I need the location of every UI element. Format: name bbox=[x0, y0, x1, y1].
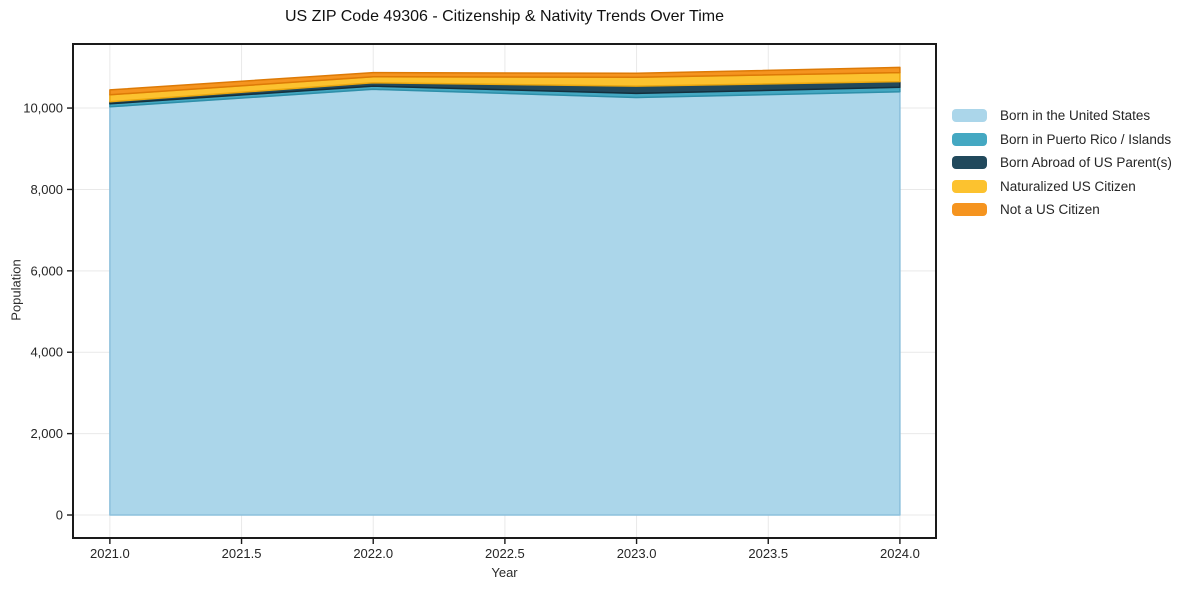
legend-item-3: Naturalized US Citizen bbox=[952, 175, 1172, 199]
legend-label: Born in Puerto Rico / Islands bbox=[1000, 131, 1172, 147]
area-series-0 bbox=[109, 88, 901, 516]
legend-swatch-icon bbox=[952, 156, 987, 170]
chart-title: US ZIP Code 49306 - Citizenship & Nativi… bbox=[285, 8, 724, 25]
y-axis-label: Population bbox=[8, 259, 24, 321]
y-tick-label: 0 bbox=[56, 508, 63, 523]
x-tick-label: 2022.0 bbox=[353, 546, 393, 561]
axis-ticks: 2021.0 2021.5 2022.0 2022.5 2023.0 2023.5 2024… bbox=[23, 101, 920, 561]
legend-swatch-icon bbox=[952, 179, 987, 193]
area-series-4 bbox=[109, 66, 901, 96]
y-tick-label: 4,000 bbox=[30, 345, 63, 360]
x-axis-label: Year bbox=[491, 565, 518, 580]
x-tick-label: 2024.0 bbox=[880, 546, 920, 561]
y-tick-label: 2,000 bbox=[30, 426, 63, 441]
legend-item-0: Born in the United States bbox=[952, 104, 1172, 128]
legend-item-1: Born in Puerto Rico / Islands bbox=[952, 128, 1172, 152]
y-tick-label: 10,000 bbox=[23, 101, 63, 116]
area-series-group bbox=[109, 66, 901, 516]
legend-label: Naturalized US Citizen bbox=[1000, 178, 1136, 194]
x-tick-label: 2021.5 bbox=[222, 546, 262, 561]
x-tick-label: 2023.0 bbox=[617, 546, 657, 561]
legend-swatch-icon bbox=[952, 109, 987, 123]
legend-label: Born in the United States bbox=[1000, 108, 1151, 124]
legend-swatch-icon bbox=[952, 132, 987, 146]
legend-item-2: Born Abroad of US Parent(s) bbox=[952, 151, 1172, 175]
x-tick-label: 2023.5 bbox=[748, 546, 788, 561]
x-tick-label: 2022.5 bbox=[485, 546, 525, 561]
y-tick-label: 8,000 bbox=[30, 182, 63, 197]
legend-label: Not a US Citizen bbox=[1000, 202, 1100, 218]
y-tick-label: 6,000 bbox=[30, 263, 63, 278]
legend-swatch-icon bbox=[952, 203, 987, 217]
x-tick-label: 2021.0 bbox=[90, 546, 130, 561]
legend-item-4: Not a US Citizen bbox=[952, 198, 1172, 222]
legend-label: Born Abroad of US Parent(s) bbox=[1000, 155, 1172, 171]
legend: Born in the United States Born in Puerto … bbox=[952, 104, 1172, 222]
